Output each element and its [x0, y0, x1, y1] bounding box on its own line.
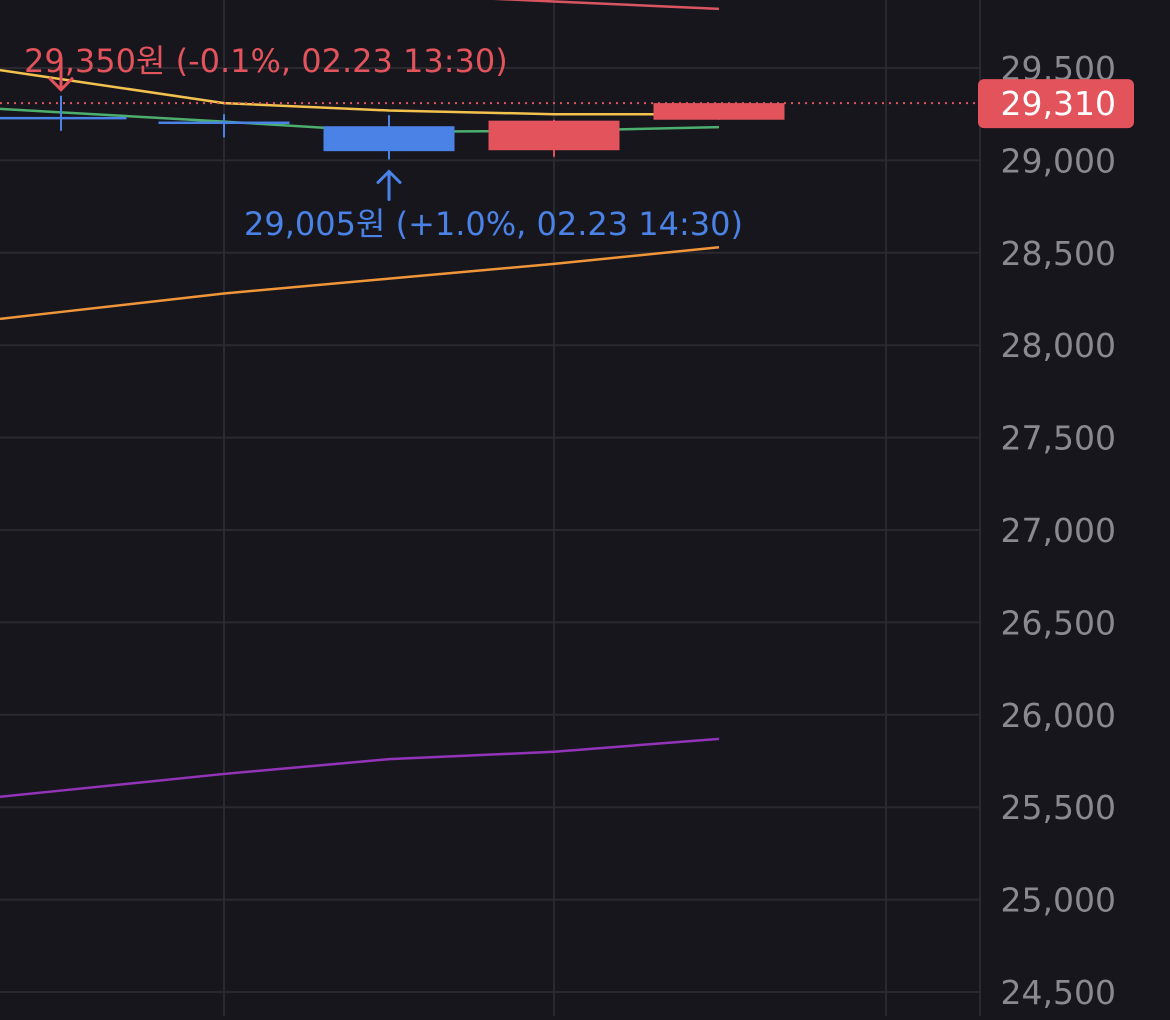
y-axis-tick-label: 28,500 [1001, 234, 1116, 273]
y-axis-tick-label: 25,000 [1001, 881, 1116, 920]
high-price-annotation: 29,350원 (-0.1%, 02.23 13:30) [24, 42, 508, 80]
y-axis-tick-label: 26,500 [1001, 603, 1116, 642]
high-marker-arrow-icon [48, 60, 74, 92]
y-axis-tick-label: 25,500 [1001, 788, 1116, 827]
low-marker-arrow-icon [376, 169, 402, 201]
moving-average-line-purple [0, 737, 720, 799]
candle-body[interactable] [0, 116, 127, 120]
candle-body[interactable] [323, 126, 455, 152]
y-axis-tick-label: 28,000 [1001, 326, 1116, 365]
current-price-badge [978, 79, 1134, 129]
current-price-label: 29,310 [1001, 84, 1116, 123]
moving-average-line-red [493, 0, 720, 11]
y-axis-tick-label: 26,000 [1001, 696, 1116, 735]
candle-body[interactable] [488, 120, 620, 151]
y-axis-tick-label: 29,000 [1001, 141, 1116, 180]
y-axis-tick-label: 27,000 [1001, 511, 1116, 550]
y-axis-tick-label: 27,500 [1001, 419, 1116, 458]
y-axis-tick-label: 24,500 [1001, 973, 1116, 1012]
moving-average-line-orange [0, 246, 720, 321]
candle-body[interactable] [653, 103, 785, 120]
low-price-annotation: 29,005원 (+1.0%, 02.23 14:30) [244, 205, 743, 243]
candle-body[interactable] [158, 121, 290, 125]
